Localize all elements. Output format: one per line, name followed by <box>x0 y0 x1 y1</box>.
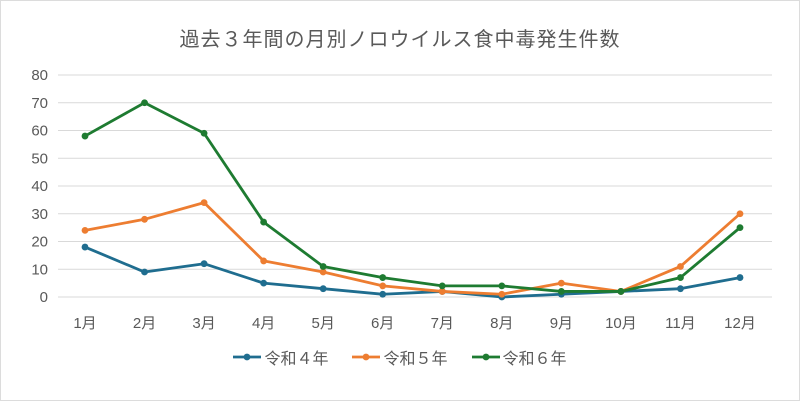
x-tick-label: 4月 <box>252 315 275 332</box>
legend-item: 令和５年 <box>352 345 448 369</box>
data-point <box>557 288 565 295</box>
x-tick-label: 10月 <box>605 315 637 332</box>
data-point <box>438 288 446 295</box>
series-line <box>83 201 742 296</box>
y-tick-label: 50 <box>31 150 48 167</box>
y-tick-label: 80 <box>31 67 48 84</box>
x-tick-label: 9月 <box>550 315 573 332</box>
data-point <box>200 129 208 137</box>
data-point <box>677 263 684 270</box>
data-point <box>379 290 387 298</box>
data-point <box>141 215 148 223</box>
x-tick-label: 11月 <box>665 315 696 332</box>
series-line <box>83 245 742 299</box>
series-line <box>83 101 742 293</box>
data-point <box>260 218 268 226</box>
x-tick-label: 8月 <box>490 315 513 332</box>
x-tick-label: 6月 <box>371 315 394 332</box>
data-point <box>438 282 446 290</box>
data-point <box>379 274 387 281</box>
data-point <box>200 260 208 268</box>
legend-item: 令和４年 <box>233 345 328 369</box>
data-point <box>260 279 268 287</box>
x-tick-label: 3月 <box>192 315 215 332</box>
line-chart-plot: 0 10 20 30 40 50 60 70 80 1月 2月 3月 4月 5月 6月 7月 8月 9月 10月 11… <box>31 67 772 332</box>
legend-marker-icon <box>352 353 381 361</box>
legend-marker-icon <box>233 353 262 361</box>
y-tick-label: 70 <box>31 95 48 112</box>
data-point <box>319 285 327 293</box>
y-tick-label: 40 <box>31 178 48 195</box>
data-point <box>736 224 744 232</box>
y-tick-label: 0 <box>40 289 48 306</box>
legend-item: 令和６年 <box>471 345 567 369</box>
data-point <box>200 199 208 207</box>
data-point <box>736 274 744 281</box>
data-point <box>141 99 148 107</box>
legend-label: 令和４年 <box>264 351 329 368</box>
data-point <box>319 263 327 270</box>
data-point <box>617 288 625 295</box>
data-point <box>141 268 148 276</box>
data-point <box>319 268 327 276</box>
chart-title: 過去３年間の月別ノロウイルス食中毒発生件数 <box>179 29 621 51</box>
data-point <box>260 257 268 265</box>
legend-label: 令和６年 <box>502 351 567 368</box>
data-point <box>677 285 684 293</box>
legend-marker-icon <box>471 353 500 361</box>
x-tick-label: 12月 <box>724 315 756 332</box>
x-tick-label: 5月 <box>312 315 335 332</box>
x-tick-label: 7月 <box>431 315 454 332</box>
y-tick-label: 10 <box>31 261 48 278</box>
data-point <box>379 282 387 290</box>
data-point <box>498 282 506 290</box>
data-point <box>736 210 744 218</box>
y-tick-label: 30 <box>31 206 48 223</box>
x-tick-label: 1月 <box>73 315 96 332</box>
data-point <box>81 227 89 234</box>
y-tick-label: 60 <box>31 123 48 140</box>
data-point <box>81 243 89 251</box>
data-point <box>81 132 89 140</box>
data-point <box>677 274 684 281</box>
chart-legend: 令和４年 令和５年 令和６年 <box>1 345 799 369</box>
x-tick-label: 2月 <box>133 315 156 332</box>
data-point <box>498 290 506 298</box>
y-tick-label: 20 <box>31 234 48 251</box>
data-point <box>557 279 565 287</box>
legend-label: 令和５年 <box>383 351 448 368</box>
